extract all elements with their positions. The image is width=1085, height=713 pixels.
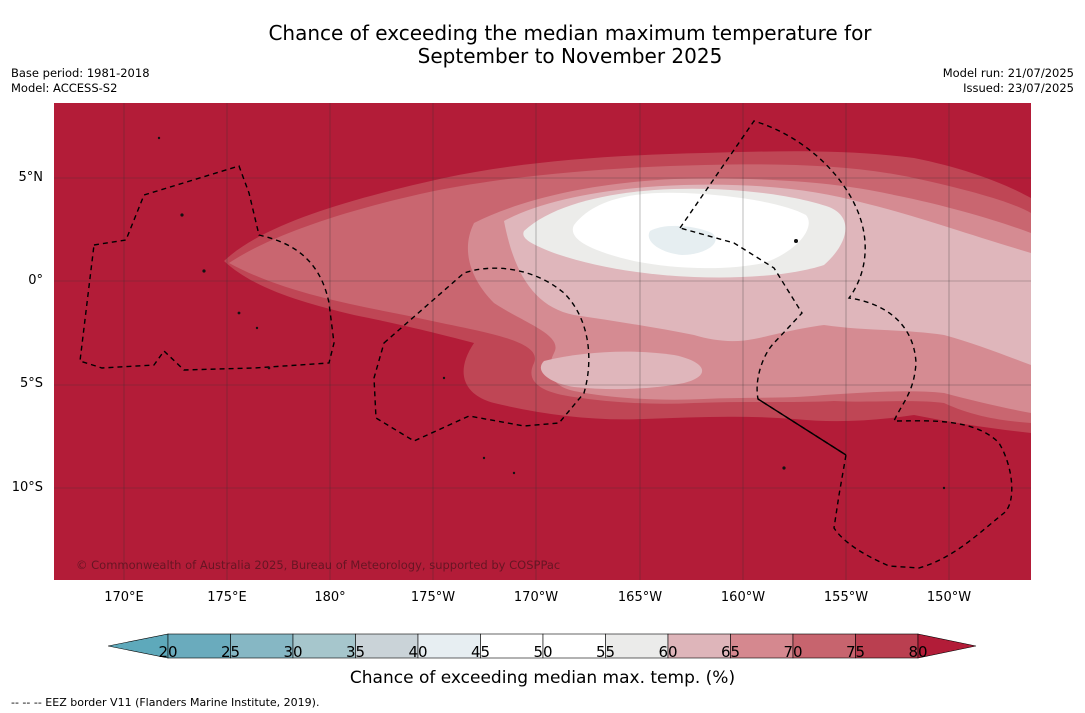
eez-tokelau [373,267,590,442]
eez-borders [79,120,1013,569]
colorbar [108,633,977,659]
lon-label-165w: 165°W [617,590,663,605]
colorbar-segment [417,633,481,659]
colorbar-segment [480,633,544,659]
colorbar-tick-label: 70 [783,643,803,661]
lon-label-175e: 175°E [207,590,247,605]
colorbar-tick-label: 30 [283,643,303,661]
colorbar-segment [167,633,231,659]
gridlines [54,103,1031,580]
forecast-map: © Commonwealth of Australia 2025, Bureau… [54,103,1031,580]
issued-date: Issued: 23/07/2025 [963,81,1074,95]
copyright-notice: © Commonwealth of Australia 2025, Bureau… [76,558,561,572]
colorbar-segment [605,633,669,659]
colorbar-tick-label: 50 [533,643,553,661]
lon-label-155w: 155°W [823,590,869,605]
colorbar-segment [355,633,419,659]
lon-label-170e: 170°E [104,590,144,605]
base-period: Base period: 1981-2018 [11,66,150,80]
lat-label-10s: 10°S [11,480,43,495]
model-name: Model: ACCESS-S2 [11,81,118,95]
eez-kiribati-line [678,120,1013,569]
lon-label-180: 180° [314,590,346,605]
title-line-2: September to November 2025 [417,44,723,68]
colorbar-segment [230,633,294,659]
lat-label-0: 0° [28,273,43,288]
map-title: Chance of exceeding the median maximum t… [0,22,1085,68]
colorbar-title: Chance of exceeding median max. temp. (%… [349,668,736,688]
eez-legend-note: -- -- -- EEZ border V11 (Flanders Marine… [11,696,320,709]
colorbar-tick-label: 25 [220,643,241,661]
model-run: Model run: 21/07/2025 [942,66,1074,80]
map-canvas [54,103,1031,580]
colorbar-tick-label: 45 [470,643,491,661]
colorbar-segment [667,633,731,659]
colorbar-segment [730,633,794,659]
band-60-south [540,351,703,390]
lon-label-160w: 160°W [720,590,766,605]
lat-label-5n: 5°N [18,170,44,185]
maritime-boundary [757,398,847,456]
eez-kiribati-gilbert [79,165,335,371]
meta-left: Base period: 1981-2018 Model: ACCESS-S2 [11,66,150,96]
colorbar-tick-label: 35 [345,643,366,661]
colorbar-segment [792,633,856,659]
lon-label-150w: 150°W [926,590,972,605]
title-line-1: Chance of exceeding the median maximum t… [268,21,872,45]
colorbar-tick-label: 75 [845,643,866,661]
colorbar-tick-label: 60 [658,643,678,661]
colorbar-tick-label: 55 [595,643,616,661]
colorbar-segment [542,633,606,659]
lon-label-170w: 170°W [513,590,559,605]
colorbar-segments [108,633,977,659]
colorbar-tick-label: 80 [908,643,928,661]
lon-label-175w: 175°W [410,590,456,605]
colorbar-tick-label: 40 [408,643,428,661]
colorbar-tick-label: 65 [720,643,741,661]
meta-right: Model run: 21/07/2025 Issued: 23/07/2025 [943,66,1074,96]
colorbar-over-arrow [917,633,977,659]
lat-label-5s: 5°S [19,376,43,391]
islands [157,136,946,490]
colorbar-tick-label: 20 [158,643,178,661]
